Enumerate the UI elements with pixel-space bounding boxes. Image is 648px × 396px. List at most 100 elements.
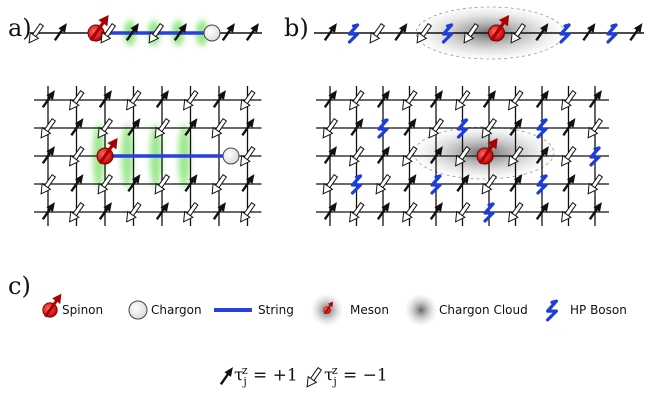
chargon-icon: [128, 300, 148, 320]
legend-chargon-cloud-label: Chargon Cloud: [439, 303, 528, 317]
up-arrow-icon: [376, 146, 390, 165]
up-arrow-icon: [535, 90, 549, 109]
down-arrow-icon: [322, 117, 339, 139]
down-arrow-icon: [100, 22, 117, 44]
down-arrow-icon: [148, 22, 165, 44]
down-arrow-icon: [455, 89, 471, 111]
up-arrow-icon: [98, 202, 112, 221]
down-arrow-icon: [375, 173, 392, 195]
spinon-icon: [476, 137, 498, 165]
spinon-icon: [42, 293, 62, 318]
up-arrow-icon: [184, 118, 198, 137]
hp-boson-icon: [589, 146, 601, 167]
down-arrow-icon: [211, 117, 228, 139]
up-arrow-icon: [241, 118, 255, 137]
down-arrow-icon: [28, 22, 45, 44]
hp-boson-icon: [377, 118, 389, 139]
up-arrow-icon: [429, 90, 443, 109]
hp-boson-icon: [546, 299, 558, 322]
up-arrow-icon: [482, 90, 496, 109]
up-arrow-icon: [429, 202, 443, 221]
down-arrow-icon: [508, 145, 524, 167]
up-arrow-icon: [582, 23, 596, 42]
up-arrow-icon: [125, 23, 139, 42]
down-arrow-icon: [240, 201, 256, 223]
down-arrow-icon: [428, 117, 445, 139]
down-arrow-icon: [510, 22, 527, 44]
down-arrow-icon: [69, 201, 85, 223]
hp-boson-icon: [606, 23, 618, 44]
down-arrow-icon: [349, 89, 365, 111]
spinon-icon: [87, 14, 109, 42]
up-arrow-icon: [629, 23, 643, 42]
up-arrow-icon: [155, 90, 169, 109]
up-arrow-icon: [241, 174, 255, 193]
panel-label-a: a): [8, 14, 32, 42]
up-arrow-icon: [394, 23, 408, 42]
legend-chargon-cloud: [405, 294, 437, 326]
down-arrow-icon: [154, 117, 171, 139]
down-arrow-icon: [306, 366, 323, 388]
hp-boson-icon: [559, 23, 571, 44]
up-arrow-icon: [376, 90, 390, 109]
down-arrow-icon: [455, 145, 471, 167]
up-arrow-icon: [323, 146, 337, 165]
up-arrow-icon: [350, 118, 364, 137]
hp-boson-icon: [430, 174, 442, 195]
down-arrow-icon: [508, 89, 524, 111]
down-arrow-icon: [240, 145, 256, 167]
background-layer: [92, 6, 565, 326]
up-arrow-icon: [535, 202, 549, 221]
up-arrow-icon: [212, 90, 226, 109]
up-arrow-icon: [509, 174, 523, 193]
panel-label-b: b): [284, 14, 309, 42]
down-arrow-icon: [481, 173, 498, 195]
legend-chargon-label: Chargon: [151, 303, 202, 317]
down-arrow-icon: [126, 89, 142, 111]
down-arrow-icon: [183, 89, 199, 111]
chargon-icon: [222, 147, 240, 165]
up-arrow-icon: [41, 90, 55, 109]
up-arrow-icon: [155, 202, 169, 221]
up-arrow-icon: [429, 146, 443, 165]
up-arrow-icon: [456, 174, 470, 193]
hp-boson-icon: [456, 118, 469, 139]
up-arrow-icon: [53, 23, 67, 42]
spinon-icon: [96, 137, 118, 165]
up-arrow-icon: [535, 146, 549, 165]
up-arrow-icon: [184, 174, 198, 193]
legend-hp-boson-label: HP Boson: [570, 303, 627, 317]
equation-down: τjz = −1: [324, 364, 388, 389]
down-arrow-icon: [508, 201, 524, 223]
up-arrow-icon: [562, 174, 576, 193]
down-arrow-icon: [40, 173, 57, 195]
down-arrow-icon: [349, 145, 365, 167]
down-arrow-icon: [463, 22, 480, 44]
down-arrow-icon: [126, 201, 142, 223]
lattice-layer: [30, 32, 644, 226]
up-arrow-icon: [535, 23, 549, 42]
particle-layer: [28, 14, 643, 388]
up-arrow-icon: [221, 23, 235, 42]
up-arrow-icon: [509, 118, 523, 137]
up-arrow-icon: [127, 174, 141, 193]
down-arrow-icon: [40, 117, 57, 139]
up-arrow-icon: [98, 90, 112, 109]
spinon-icon: [488, 14, 510, 42]
up-arrow-icon: [588, 202, 602, 221]
down-arrow-icon: [69, 89, 85, 111]
hp-boson-icon: [347, 23, 360, 44]
down-arrow-icon: [322, 173, 339, 195]
up-arrow-icon: [403, 174, 417, 193]
down-arrow-icon: [455, 201, 471, 223]
down-arrow-icon: [97, 173, 114, 195]
down-arrow-icon: [402, 89, 418, 111]
down-arrow-icon: [402, 201, 418, 223]
hp-boson-icon: [536, 174, 548, 195]
up-arrow-icon: [323, 23, 337, 42]
legend-spinon-label: Spinon: [62, 303, 104, 317]
up-arrow-icon: [173, 23, 187, 42]
down-arrow-icon: [587, 173, 604, 195]
